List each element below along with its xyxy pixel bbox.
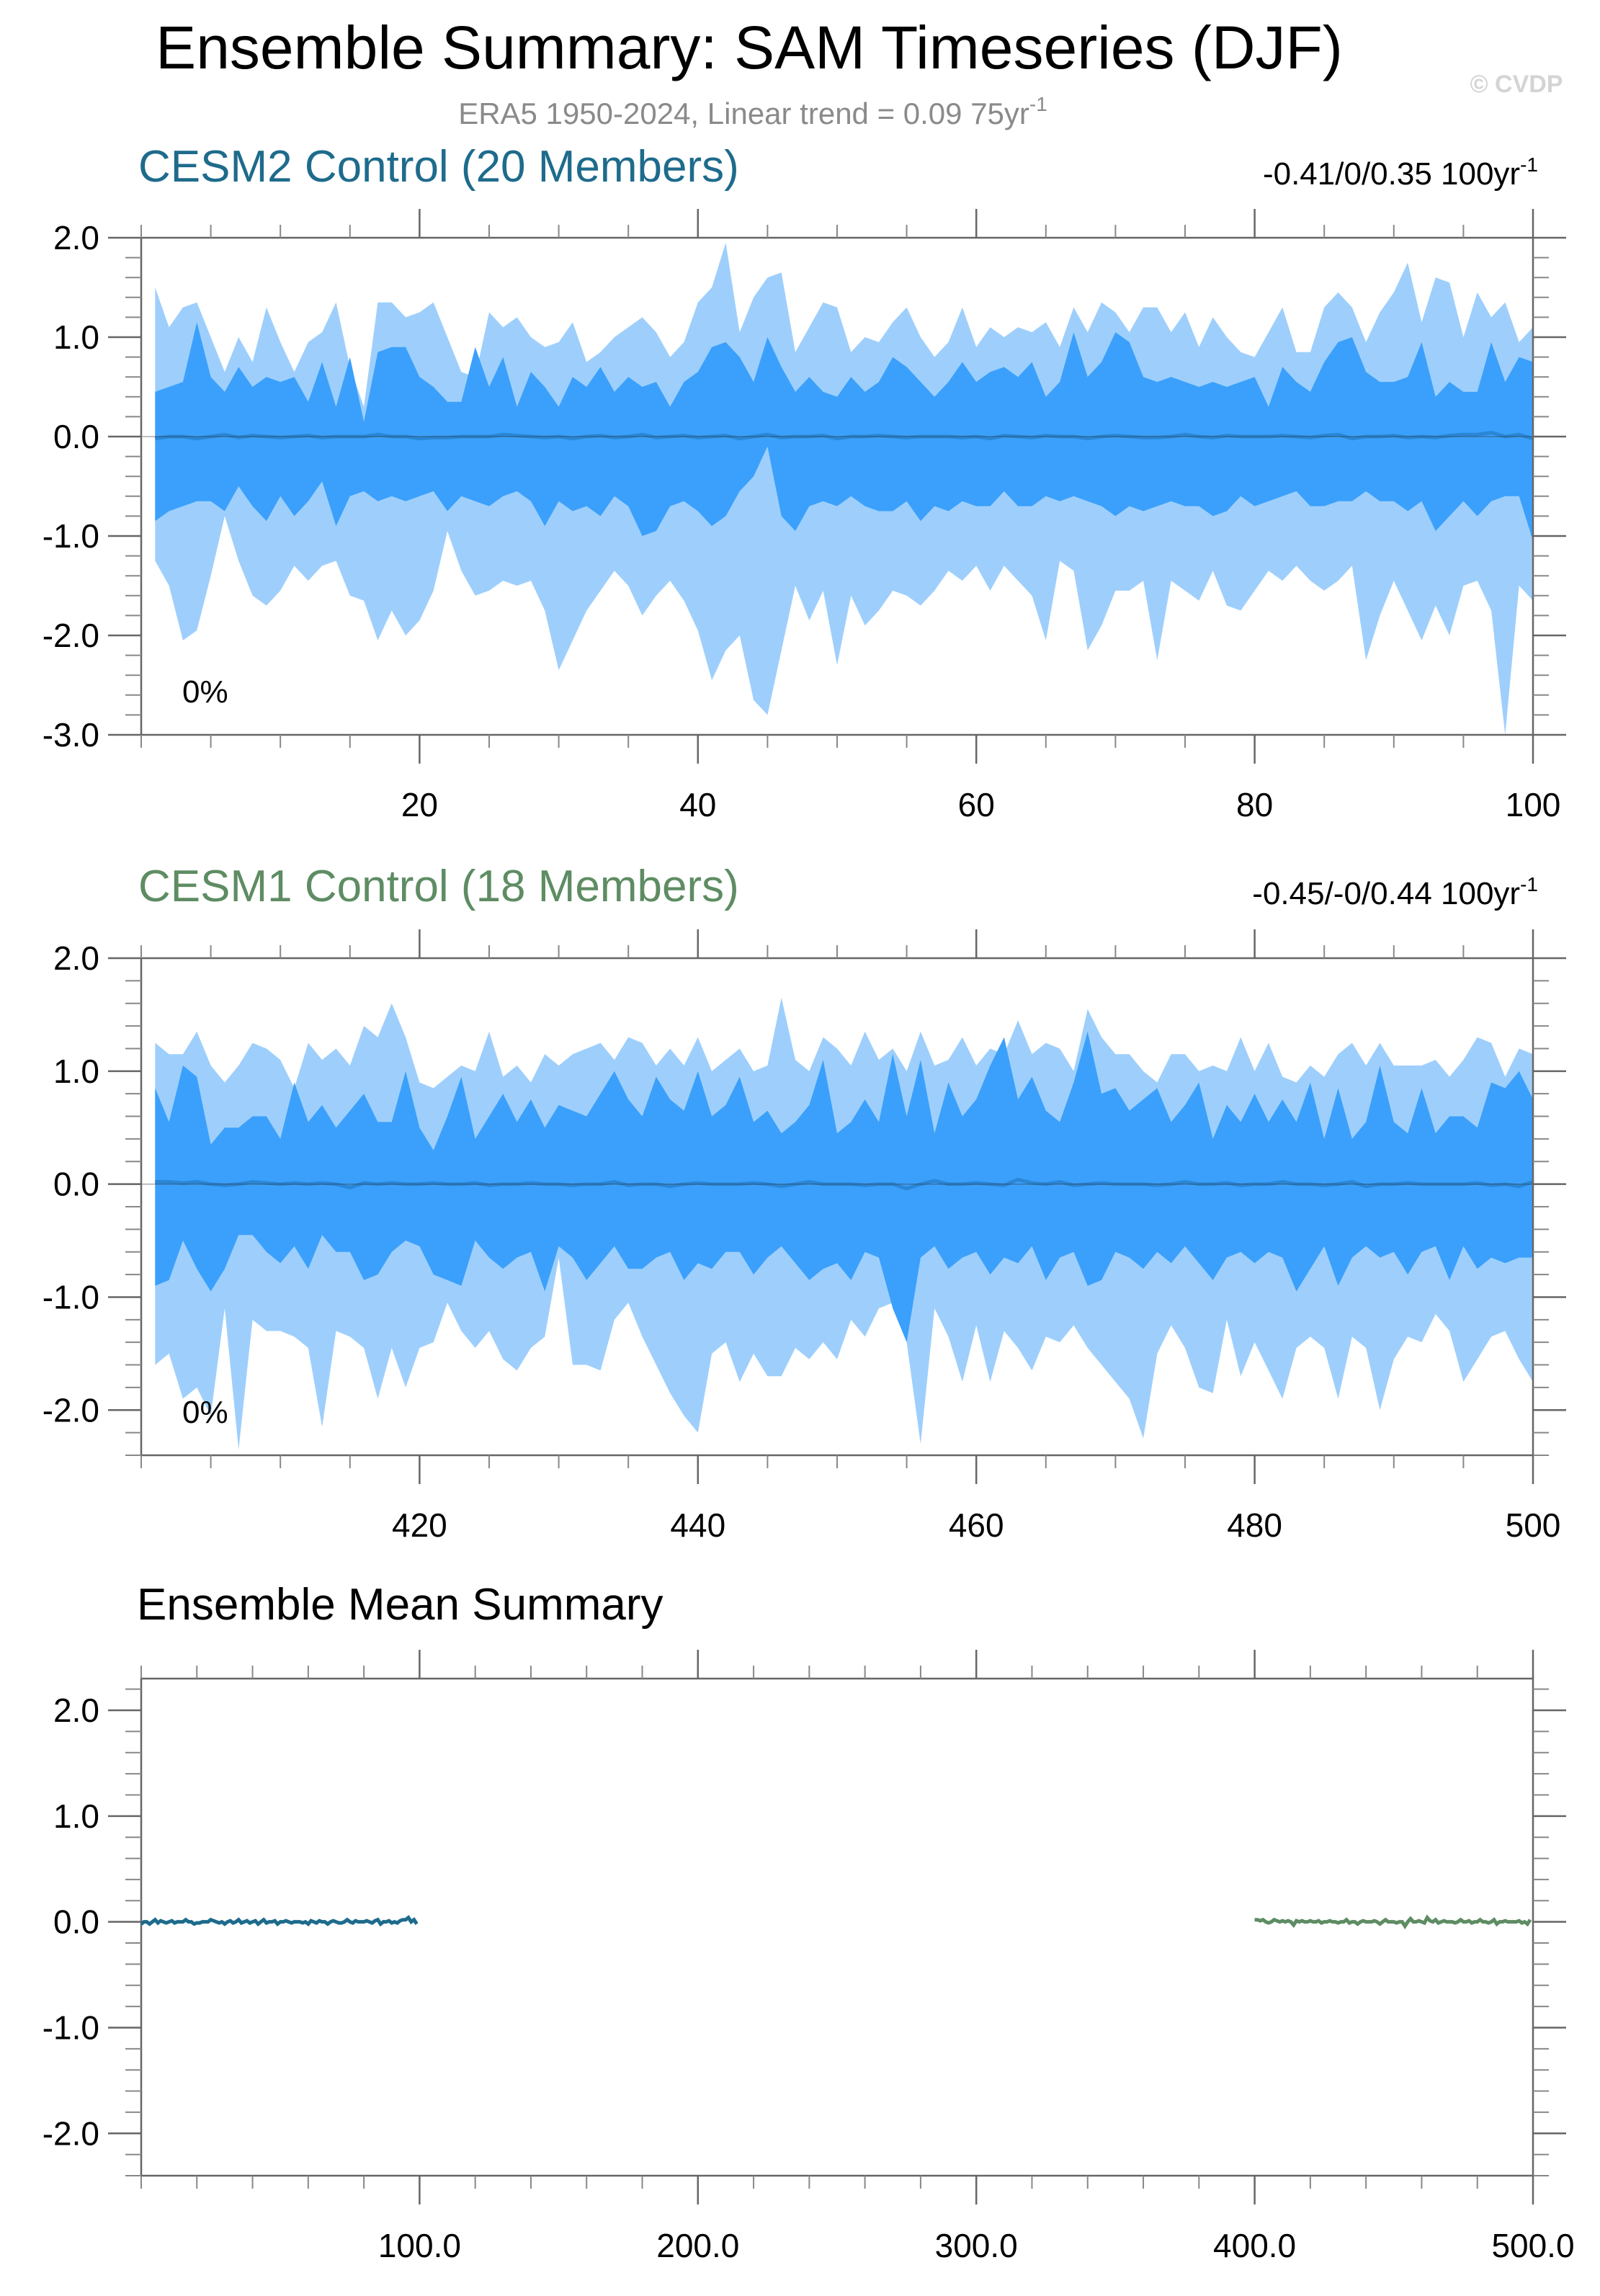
- panel-title-cesm1: CESM1 Control (18 Members): [138, 862, 739, 911]
- percent-label-cesm1: 0%: [182, 1395, 228, 1430]
- x-tick-label: 500: [1506, 1506, 1561, 1544]
- x-tick-label: 300.0: [935, 2227, 1018, 2264]
- inner-spread-band: [155, 322, 1533, 541]
- y-tick-label: 1.0: [53, 318, 99, 356]
- x-tick-label: 200.0: [656, 2227, 739, 2264]
- y-tick-label: -2.0: [43, 617, 99, 654]
- mean-line-cesm2-control: [140, 1915, 419, 1927]
- figure-subtitle: ERA5 1950-2024, Linear trend = 0.09 75yr…: [458, 93, 1047, 130]
- y-tick-label: 0.0: [53, 1903, 99, 1941]
- y-tick-label: 2.0: [53, 219, 99, 256]
- trend-text-cesm1: -0.45/-0/0.44 100yr: [1252, 876, 1520, 911]
- panel-cesm2: CESM2 Control (20 Members) -0.41/0/0.35 …: [43, 142, 1566, 823]
- trend-sup-cesm2: -1: [1520, 153, 1538, 176]
- trend-label-cesm2: -0.41/0/0.35 100yr-1: [1263, 153, 1538, 192]
- y-tick-label: 1.0: [53, 1797, 99, 1835]
- y-tick-label: -3.0: [43, 716, 99, 754]
- y-tick-label: -1.0: [43, 1278, 99, 1315]
- x-tick-label: 400.0: [1213, 2227, 1296, 2264]
- subtitle-sup: -1: [1029, 93, 1047, 115]
- y-tick-label: 0.0: [53, 1166, 99, 1203]
- subtitle-text: ERA5 1950-2024, Linear trend = 0.09 75yr: [458, 97, 1029, 130]
- x-tick-label: 80: [1236, 786, 1273, 823]
- y-tick-label: 2.0: [53, 1692, 99, 1729]
- ensemble-mean-line: [154, 430, 1534, 441]
- x-tick-label: 480: [1227, 1506, 1282, 1544]
- x-tick-label: 420: [392, 1506, 447, 1544]
- y-tick-label: -2.0: [43, 1391, 99, 1429]
- y-tick-label: 2.0: [53, 939, 99, 977]
- y-tick-label: -1.0: [43, 2009, 99, 2046]
- y-tick-label: 0.0: [53, 418, 99, 455]
- percent-label-cesm2: 0%: [182, 674, 228, 710]
- x-tick-label: 440: [670, 1506, 725, 1544]
- x-tick-label: 20: [401, 786, 438, 823]
- trend-text-cesm2: -0.41/0/0.35 100yr: [1263, 156, 1520, 192]
- y-tick-label: 1.0: [53, 1053, 99, 1090]
- y-tick-label: -2.0: [43, 2114, 99, 2152]
- panel-ensemble-mean: Ensemble Mean Summary 2.0 1.0 0.0 -1.0 -2.0 1…: [43, 1580, 1575, 2264]
- panel-title-cesm2: CESM2 Control (20 Members): [138, 142, 739, 192]
- x-tick-label: 100.0: [378, 2227, 461, 2264]
- mean-line-cesm1-control: [1254, 1914, 1532, 1930]
- watermark: © CVDP: [1470, 71, 1563, 98]
- x-tick-label: 460: [949, 1506, 1004, 1544]
- panel-cesm1: CESM1 Control (18 Members) -0.45/-0/0.44…: [43, 862, 1566, 1544]
- panel-title-ensemble-mean: Ensemble Mean Summary: [137, 1580, 663, 1630]
- plot-frame: [140, 1677, 1534, 2177]
- trend-label-cesm1: -0.45/-0/0.44 100yr-1: [1252, 873, 1538, 911]
- x-tick-label: 40: [679, 786, 716, 823]
- x-tick-label: 100: [1506, 786, 1561, 823]
- figure-title: Ensemble Summary: SAM Timeseries (DJF): [156, 14, 1343, 81]
- x-tick-label: 500.0: [1491, 2227, 1574, 2264]
- x-tick-label: 60: [958, 786, 995, 823]
- inner-spread-band: [155, 1031, 1533, 1343]
- trend-sup-cesm1: -1: [1520, 873, 1538, 895]
- y-tick-label: -1.0: [43, 517, 99, 555]
